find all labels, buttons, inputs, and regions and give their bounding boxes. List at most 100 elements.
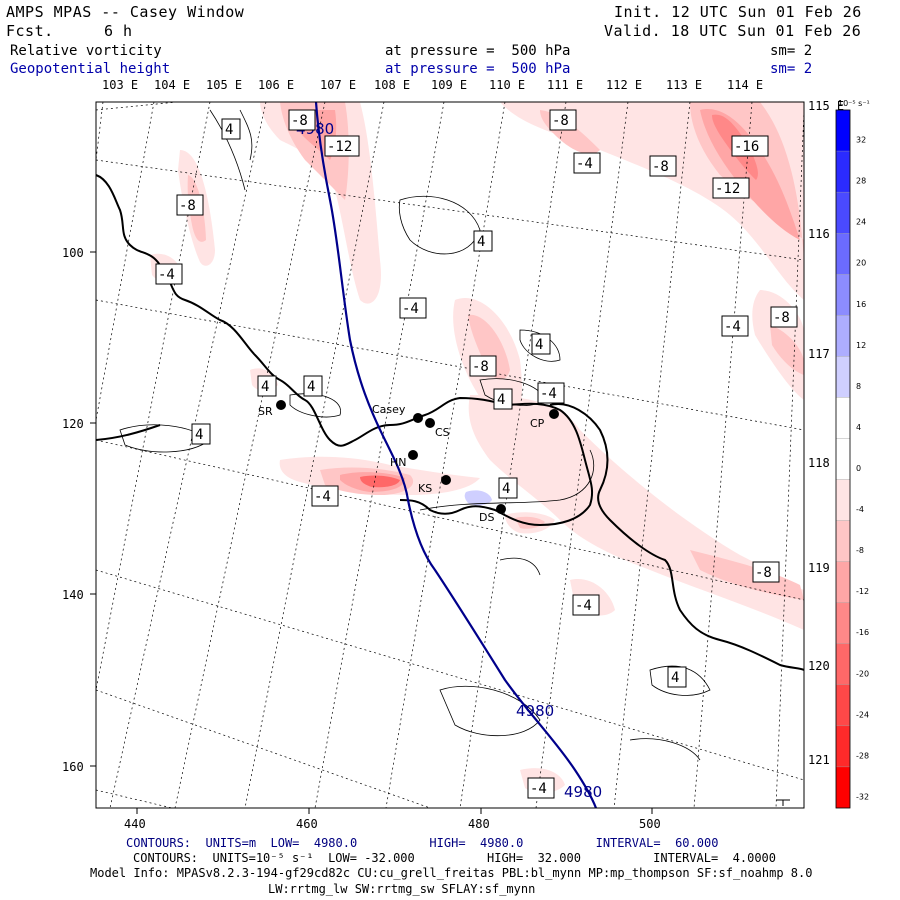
vort-label: -16 <box>731 135 769 157</box>
colorbar-swatch <box>835 191 851 234</box>
vort-label: -4 <box>399 297 427 319</box>
lon-label: 110 E <box>489 78 525 92</box>
colorbar-label: 0 <box>856 464 861 473</box>
graticule <box>96 102 804 808</box>
lat-label: 121 E <box>808 753 844 767</box>
vort-label: -8 <box>752 561 780 583</box>
plot-title: AMPS MPAS -- Casey Window <box>6 3 245 21</box>
colorbar-label: 32 <box>856 136 866 145</box>
colorbar-label: -8 <box>856 546 864 555</box>
vort-label: -8 <box>176 194 204 216</box>
station-label: CS <box>435 426 450 439</box>
colorbar-swatch <box>835 520 851 562</box>
colorbar-label: 20 <box>856 259 866 268</box>
vort-label: -4 <box>311 485 339 507</box>
vort-label: -8 <box>770 306 798 328</box>
svg-text:-12: -12 <box>715 181 740 197</box>
y-tick-label: 120 <box>62 417 84 431</box>
latitude-labels: 115 E 116 E 117 E 118 E 119 E 120 E 121 … <box>808 99 844 767</box>
station-label: KS <box>418 482 432 495</box>
station-label: CP <box>530 417 545 430</box>
coastline <box>96 174 804 671</box>
forecast-value: 6 h <box>104 22 133 40</box>
vort-label: -4 <box>572 594 600 616</box>
colorbar-swatch <box>835 561 851 603</box>
init-time: Init. 12 UTC Sun 01 Feb 26 <box>614 3 862 21</box>
svg-text:-8: -8 <box>472 359 489 375</box>
lat-label: 120 E <box>808 659 844 673</box>
y-axis: 100 120 140 160 <box>62 246 96 774</box>
y-tick-label: 160 <box>62 760 84 774</box>
vort-label: -8 <box>549 109 577 131</box>
colorbar-label: 12 <box>856 341 866 350</box>
colorbar-frame <box>835 109 851 809</box>
colorbar-swatch <box>835 479 851 521</box>
vort-label: -4 <box>721 315 749 337</box>
colorbar-label: 4 <box>856 423 861 432</box>
lat-label: 116 E <box>808 227 844 241</box>
longitude-labels: 103 E 104 E 105 E 106 E 107 E 108 E 109 … <box>102 78 763 92</box>
scale-marker <box>776 799 790 806</box>
station-label: HN <box>390 456 407 469</box>
vort-label: -12 <box>324 135 360 157</box>
lon-label: 112 E <box>606 78 642 92</box>
station-marker <box>425 418 435 428</box>
colorbar-swatch <box>835 438 851 480</box>
svg-text:-8: -8 <box>755 565 772 581</box>
vort-label: 4 <box>221 118 241 140</box>
lon-label: 106 E <box>258 78 294 92</box>
lon-label: 113 E <box>666 78 702 92</box>
colorbar-label: -32 <box>856 792 869 801</box>
colorbar-swatch <box>835 109 851 152</box>
vort-label: 4 <box>303 375 323 397</box>
colorbar-label: -12 <box>856 587 869 596</box>
x-tick-label: 500 <box>639 817 661 831</box>
station-marker <box>408 450 418 460</box>
height-contour-4980 <box>314 102 598 808</box>
colorbar-label: 24 <box>856 218 866 227</box>
colorbar-swatch <box>835 315 851 357</box>
station-label: Casey <box>372 403 406 416</box>
svg-text:4: 4 <box>261 379 269 395</box>
contours-vorticity-info: CONTOURS: UNITS=10⁻⁵ s⁻¹ LOW= -32.000 HI… <box>133 851 776 865</box>
vorticity-labels: -8 -12 4 -8 -4 4 -4 4 -8 4 4 4 4 -4 4 -4… <box>155 109 798 799</box>
colorbar-swatch <box>835 150 851 193</box>
plot-frame <box>95 101 805 809</box>
svg-text:4: 4 <box>195 427 203 443</box>
lat-label: 118 E <box>808 456 844 470</box>
colorbar-swatch <box>835 766 851 809</box>
colorbar-swatch <box>835 397 851 439</box>
svg-text:4: 4 <box>502 481 510 497</box>
x-axis: 440 460 480 500 <box>124 808 661 831</box>
vort-label: -4 <box>155 263 183 285</box>
lon-label: 114 E <box>727 78 763 92</box>
svg-text:-4: -4 <box>158 267 175 283</box>
svg-text:-4: -4 <box>402 301 419 317</box>
colorbar-label: -16 <box>856 628 869 637</box>
svg-text:-16: -16 <box>734 139 759 155</box>
lon-label: 105 E <box>206 78 242 92</box>
vort-label: 4 <box>531 333 551 355</box>
svg-text:-8: -8 <box>179 198 196 214</box>
field2-sm: sm= 2 <box>770 61 813 77</box>
colorbar-label: -24 <box>856 710 869 719</box>
lon-label: 104 E <box>154 78 190 92</box>
colorbar-swatch <box>835 684 851 727</box>
height-label: 4980 <box>564 783 602 801</box>
vort-label: -4 <box>537 382 565 404</box>
vort-label: 4 <box>493 388 513 410</box>
vort-label: 4 <box>473 230 493 252</box>
vort-label: -4 <box>527 777 555 799</box>
colorbar: 32 28 24 20 16 12 8 4 0 -4 -8 -12 -16 -20 -24 -28 -32 <box>835 109 869 809</box>
svg-text:4: 4 <box>671 670 679 686</box>
svg-text:4: 4 <box>307 379 315 395</box>
y-tick-label: 100 <box>62 246 84 260</box>
x-tick-label: 460 <box>296 817 318 831</box>
lon-label: 111 E <box>547 78 583 92</box>
colorbar-swatch <box>835 274 851 316</box>
vort-label: -8 <box>288 109 316 131</box>
svg-text:4: 4 <box>535 337 543 353</box>
y-tick-label: 140 <box>62 588 84 602</box>
svg-text:-4: -4 <box>576 156 593 172</box>
forecast-label: Fcst. <box>6 22 54 40</box>
